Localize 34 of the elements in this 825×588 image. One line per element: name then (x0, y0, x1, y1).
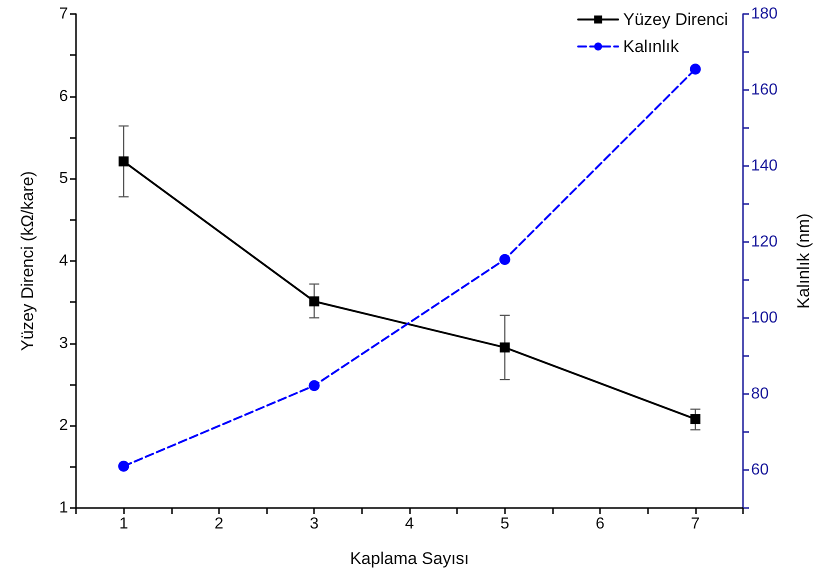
y2-tick-label: 180 (751, 6, 778, 22)
point (690, 414, 700, 424)
y2-tick-label: 100 (751, 310, 778, 326)
x-tick-label: 2 (214, 516, 224, 532)
y-tick-label: 4 (59, 252, 68, 270)
y-tick-label: 3 (59, 334, 68, 352)
point (500, 342, 510, 352)
x-tick-label: 7 (690, 516, 700, 532)
y-tick-label: 6 (59, 88, 68, 105)
point (308, 380, 320, 392)
x-tick-label: 6 (596, 516, 605, 532)
point (690, 64, 701, 75)
y2-tick-label: 160 (751, 82, 778, 98)
point (499, 254, 510, 265)
y-tick-label: 1 (59, 500, 68, 516)
y-axis-title: Yüzey Direnci (kΩ/kare) (18, 171, 37, 351)
y2-tick-label: 60 (751, 462, 769, 478)
y-tick-label: 7 (59, 6, 68, 22)
y2-tick-label: 120 (751, 234, 778, 250)
x-tick-label: 1 (119, 516, 128, 532)
x-axis-title: Kaplama Sayısı (350, 549, 470, 568)
y2-tick-label: 80 (751, 386, 769, 402)
x-tick-label: 5 (500, 516, 510, 532)
x-tick-label: 4 (405, 516, 414, 532)
x-tick-label: 3 (310, 516, 319, 532)
y-tick-label: 5 (59, 170, 68, 188)
legend-label: Yüzey Direnci (623, 10, 728, 29)
y2-tick-label: 140 (751, 158, 778, 174)
y2-axis-title: Kalınlık (nm) (794, 213, 813, 309)
point (309, 296, 320, 306)
point (118, 460, 130, 472)
y-tick-label: 2 (59, 417, 68, 434)
legend-label: Kalınlık (623, 37, 680, 56)
point (118, 156, 129, 166)
